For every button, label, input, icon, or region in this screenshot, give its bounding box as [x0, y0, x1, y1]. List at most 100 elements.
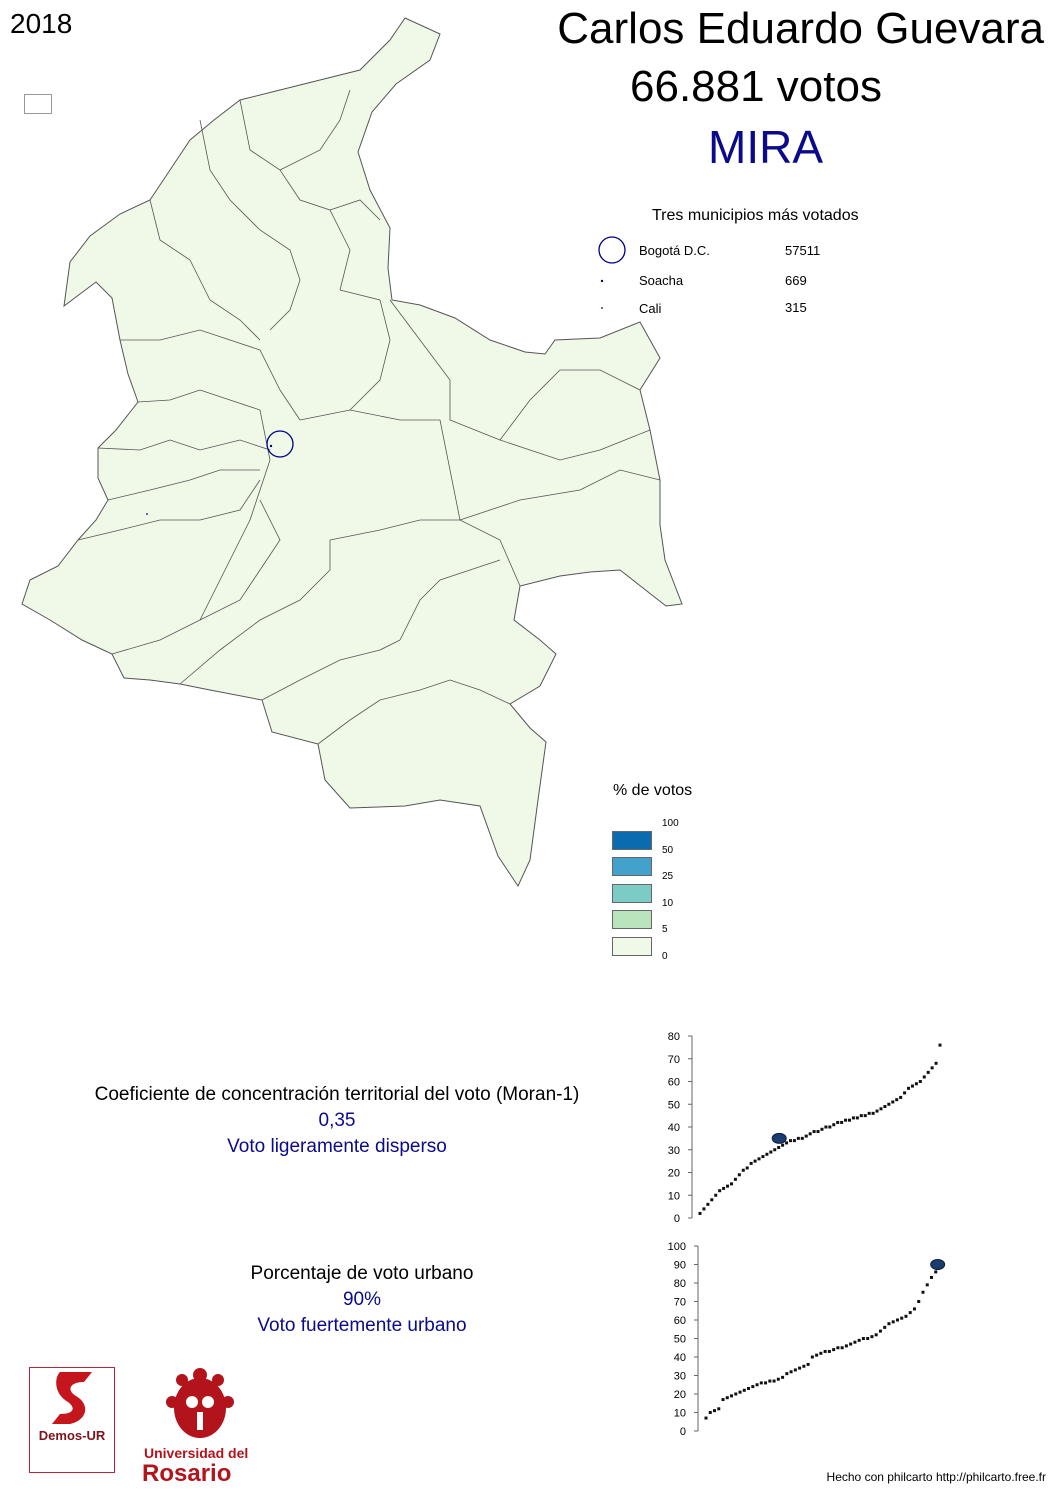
data-point: [708, 1411, 712, 1414]
party-name: MIRA: [708, 121, 823, 173]
data-point: [861, 1337, 865, 1340]
data-point: [702, 1207, 706, 1211]
urban-block: Porcentaje de voto urbano 90% Voto fuert…: [162, 1263, 562, 1337]
data-point: [798, 1366, 802, 1370]
legend-swatch: [612, 857, 652, 876]
data-point: [908, 1311, 912, 1315]
data-point: [934, 1270, 938, 1274]
data-point: [759, 1381, 763, 1385]
y-tick-label: 20: [668, 1168, 680, 1180]
data-point: [808, 1132, 812, 1136]
cali-dot: [146, 513, 148, 515]
data-point: [819, 1351, 823, 1355]
legend-title: % de votos: [613, 782, 693, 799]
data-point: [929, 1275, 933, 1279]
top-row-votes: 57511: [785, 243, 821, 258]
data-point: [857, 1338, 861, 1342]
y-tick-label: 100: [668, 1241, 686, 1253]
data-point: [866, 1337, 870, 1340]
y-tick-label: 10: [674, 1408, 686, 1420]
data-point: [879, 1107, 883, 1111]
bogota-circle: [266, 430, 294, 458]
y-tick-label: 80: [668, 1031, 680, 1043]
data-point: [878, 1329, 882, 1333]
data-point: [706, 1202, 710, 1206]
data-point: [930, 1066, 934, 1070]
data-point: [733, 1177, 737, 1181]
university-line2: Rosario: [142, 1460, 232, 1487]
data-point: [769, 1150, 773, 1154]
top-symbols: [598, 236, 626, 309]
country-outline: [21, 17, 683, 888]
department-shapes: [21, 17, 683, 888]
data-point: [749, 1161, 753, 1165]
y-tick-label: 0: [674, 1213, 680, 1225]
data-point: [734, 1392, 738, 1396]
y-tick-label: 70: [674, 1297, 686, 1309]
soacha-symbol-icon: [600, 279, 604, 283]
data-point: [781, 1143, 785, 1147]
university-line1: Universidad del: [144, 1445, 249, 1461]
data-point: [891, 1100, 895, 1104]
top-row-votes: 669: [785, 273, 807, 288]
legend-tick: 5: [662, 924, 668, 935]
data-point: [867, 1111, 871, 1115]
data-point: [925, 1283, 929, 1287]
data-point: [844, 1344, 848, 1348]
y-tick-label: 60: [668, 1077, 680, 1089]
data-point: [757, 1157, 761, 1161]
data-point: [742, 1388, 746, 1392]
data-point: [875, 1109, 879, 1113]
top-row-name: Soacha: [639, 273, 684, 288]
data-point: [785, 1372, 789, 1376]
y-tick-label: 60: [674, 1315, 686, 1327]
urban-value: 90%: [342, 1289, 382, 1310]
legend-tick: 25: [662, 871, 674, 882]
data-point: [904, 1314, 908, 1318]
data-point: [773, 1148, 777, 1152]
data-point: [922, 1075, 926, 1079]
data-point: [698, 1211, 702, 1215]
data-point: [729, 1182, 733, 1186]
data-point: [788, 1139, 792, 1143]
bogota-symbol-icon: [598, 236, 626, 264]
data-point: [921, 1290, 925, 1294]
data-point: [871, 1111, 875, 1115]
data-point: [725, 1396, 729, 1400]
y-tick-label: 50: [674, 1334, 686, 1346]
data-point: [722, 1186, 726, 1190]
data-point: [934, 1061, 938, 1065]
data-point: [855, 1116, 859, 1120]
data-point: [907, 1086, 911, 1090]
data-point: [918, 1080, 922, 1083]
urban-description: Voto fuertemente urbano: [257, 1315, 467, 1336]
urban-label: Porcentaje de voto urbano: [250, 1263, 474, 1284]
data-point: [764, 1381, 768, 1385]
data-point: [823, 1349, 827, 1353]
data-point: [874, 1333, 878, 1337]
data-point: [810, 1355, 814, 1359]
y-tick-label: 50: [668, 1099, 680, 1111]
data-point: [753, 1159, 757, 1163]
data-point: [714, 1193, 718, 1197]
moran-label: Coeficiente de concentración territorial…: [94, 1084, 580, 1105]
vote-total: 66.881 votos: [630, 62, 882, 111]
data-point: [776, 1377, 780, 1381]
data-point: [755, 1383, 759, 1387]
y-tick-label: 40: [674, 1352, 686, 1364]
data-point: [710, 1198, 714, 1202]
data-point: [730, 1394, 734, 1398]
data-point: [815, 1353, 819, 1357]
department-borders: [77, 89, 661, 745]
data-point: [796, 1136, 800, 1140]
data-point: [751, 1385, 755, 1389]
data-point: [853, 1340, 857, 1344]
data-point: [883, 1325, 887, 1329]
data-point: [816, 1130, 820, 1134]
data-point: [789, 1370, 793, 1374]
data-point: [802, 1364, 806, 1368]
y-tick-label: 40: [668, 1122, 680, 1134]
data-point: [772, 1379, 776, 1383]
legend-tick: 100: [662, 818, 679, 829]
data-point: [910, 1084, 914, 1088]
